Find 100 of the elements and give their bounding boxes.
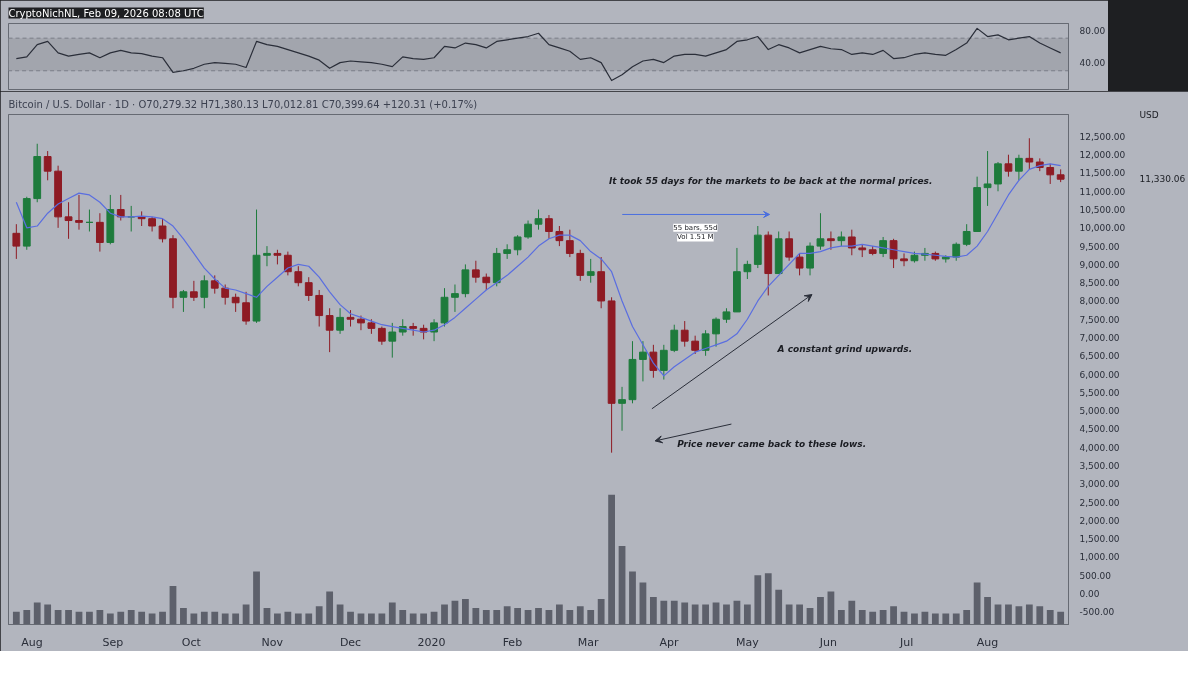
y-tick-label: 12,000.00 [1079, 150, 1126, 161]
bar [973, 582, 981, 625]
bar [952, 613, 960, 625]
candlestick [962, 223, 971, 247]
x-tick-label: Nov [261, 635, 284, 649]
candlestick [983, 150, 992, 207]
candlestick [900, 252, 908, 267]
candlestick [304, 276, 313, 302]
bar [1036, 606, 1044, 625]
bar [984, 597, 991, 625]
bar [315, 606, 323, 625]
bar [326, 591, 334, 625]
candlestick [534, 209, 543, 231]
x-tick-label: Mar [577, 635, 599, 649]
candlestick [263, 245, 271, 267]
candlestick [691, 335, 700, 355]
x-tick-label: May [736, 635, 760, 649]
bar [284, 611, 292, 625]
candlestick [12, 223, 21, 260]
bar [127, 609, 135, 625]
candlestick [889, 238, 898, 269]
bar [221, 613, 229, 625]
bar [1025, 604, 1033, 625]
bar [660, 600, 668, 625]
candlestick [827, 230, 835, 251]
x-tick-label: Jun [818, 635, 837, 649]
x-tick-label: Oct [181, 635, 202, 649]
candlestick [659, 344, 668, 381]
candlestick [242, 291, 250, 326]
y-tick-label: 6,000.00 [1079, 369, 1120, 380]
y-tick-label: 11,000.00 [1079, 186, 1126, 197]
x-tick-label: Aug [976, 635, 999, 649]
candlestick [221, 284, 230, 306]
bar [211, 611, 219, 625]
bar [890, 606, 897, 625]
y-tick-label: 4,000.00 [1079, 442, 1120, 453]
y-tick-label: 2,500.00 [1079, 497, 1120, 508]
y-tick-label: 9,500.00 [1079, 241, 1120, 252]
bar [23, 609, 31, 625]
candlestick [451, 284, 459, 313]
y-tick-label: 11,500.00 [1079, 168, 1126, 179]
bar [86, 611, 93, 625]
candlestick [377, 326, 386, 346]
y-tick-label: 8,000.00 [1079, 296, 1120, 307]
bar [629, 571, 636, 625]
bar [33, 602, 41, 625]
bar [555, 604, 563, 625]
bar [514, 608, 522, 625]
candlestick [618, 386, 626, 432]
candlestick [952, 241, 961, 262]
candlestick [795, 252, 804, 276]
candlestick [712, 316, 720, 348]
bar [691, 604, 699, 625]
y-tick-label: 12,500.00 [1079, 131, 1126, 142]
bar [1046, 609, 1054, 625]
y-tick-label: 40.00 [1079, 58, 1106, 69]
candlestick [116, 194, 125, 222]
bar [576, 606, 584, 625]
y-tick-label: 80.00 [1079, 25, 1106, 36]
candlestick [471, 260, 480, 284]
bar [305, 613, 313, 625]
bar [482, 609, 490, 625]
candlestick [43, 150, 52, 181]
candlestick [231, 293, 240, 313]
bar [388, 602, 396, 625]
x-tick-label: Jul [898, 635, 914, 649]
y-tick-label: 500.00 [1079, 570, 1112, 581]
candlestick [325, 307, 334, 353]
x-tick-label: Feb [502, 635, 523, 649]
candlestick [806, 241, 814, 276]
candlestick [315, 289, 324, 328]
bar [253, 571, 260, 625]
bar [409, 613, 417, 625]
x-tick-label: Aug [21, 635, 43, 649]
y-tick-label: 1,500.00 [1079, 534, 1120, 545]
bar [608, 494, 615, 625]
candlestick [158, 218, 167, 243]
bar [879, 609, 887, 625]
candlestick [357, 315, 365, 331]
bar [96, 609, 104, 625]
bar [837, 609, 845, 625]
candlestick [994, 161, 1002, 192]
candlestick [701, 329, 710, 357]
y-tick-label: 5,000.00 [1079, 406, 1120, 417]
candlestick [670, 324, 679, 353]
annotation: A constant grind upwards. [776, 343, 913, 354]
bar [180, 608, 187, 625]
bar [462, 598, 469, 625]
bar [232, 613, 240, 625]
y-tick-label: 8,500.00 [1079, 278, 1120, 289]
bar [493, 609, 501, 625]
y-tick-label: 10,000.00 [1079, 223, 1126, 234]
y-tick-label: 7,000.00 [1079, 333, 1120, 344]
bar [931, 613, 939, 625]
candlestick [586, 258, 595, 284]
candlestick [1004, 154, 1013, 178]
y-tick-label: 5,500.00 [1079, 387, 1120, 398]
candlestick [294, 265, 303, 287]
candlestick [200, 274, 209, 309]
candlestick [524, 220, 532, 240]
